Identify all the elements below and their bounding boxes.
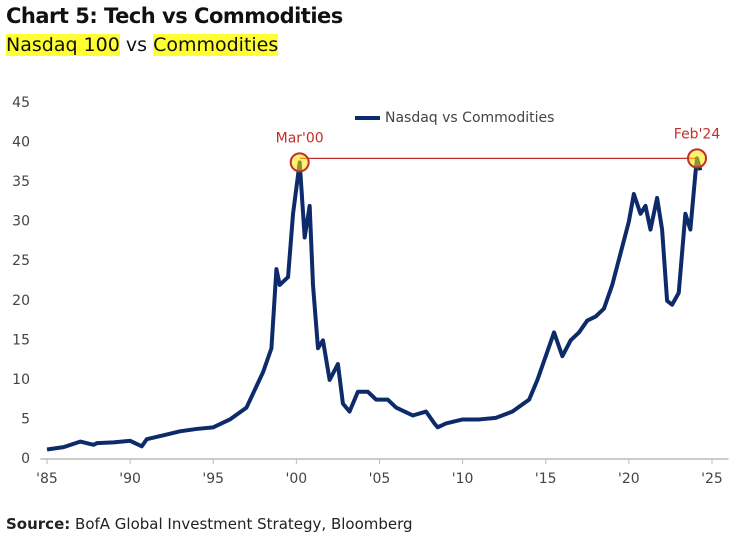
x-tick-label: '00 xyxy=(286,471,308,487)
y-tick-label: 20 xyxy=(12,293,30,309)
y-tick-label: 35 xyxy=(12,174,30,190)
legend-label: Nasdaq vs Commodities xyxy=(385,110,554,126)
y-tick-label: 10 xyxy=(12,372,30,388)
y-tick-label: 30 xyxy=(12,214,30,230)
annotation: Mar'00 xyxy=(276,130,324,146)
subtitle-part: Nasdaq 100 xyxy=(6,34,120,56)
x-tick-label: '20 xyxy=(618,471,640,487)
header: Chart 5: Tech vs Commodities Nasdaq 100 … xyxy=(6,4,343,56)
annotation: Feb'24 xyxy=(674,126,721,142)
x-tick-label: '90 xyxy=(119,471,141,487)
x-tick-label: '15 xyxy=(535,471,557,487)
x-tick-label: '05 xyxy=(369,471,391,487)
y-tick-label: 0 xyxy=(21,451,30,467)
chart: 0 5 10 15 20 25 30 35 40 45 '85 '90 '95 '00 '05 '10 '15 '… xyxy=(12,95,729,487)
source-text: BofA Global Investment Strategy, Bloombe… xyxy=(75,515,413,533)
highlight-circle xyxy=(687,148,708,169)
y-tick-label: 40 xyxy=(12,135,30,151)
y-tick-label: 5 xyxy=(21,411,30,427)
y-tick-label: 45 xyxy=(12,95,30,111)
subtitle-part: vs xyxy=(125,34,148,56)
y-tick-label: 15 xyxy=(12,332,30,348)
x-tick-label: '25 xyxy=(701,471,723,487)
source: Source: BofA Global Investment Strategy,… xyxy=(6,515,413,533)
highlight-circle xyxy=(289,152,310,173)
source-label: Source: xyxy=(6,515,71,533)
data-line xyxy=(46,156,703,452)
x-tick-label: '10 xyxy=(452,471,474,487)
subtitle: Nasdaq 100 vs Commodities xyxy=(6,34,343,56)
x-tick-label: '95 xyxy=(202,471,224,487)
subtitle-part: Commodities xyxy=(153,34,279,56)
y-tick-label: 25 xyxy=(12,253,30,269)
x-tick-label: '85 xyxy=(36,471,58,487)
chart-title: Chart 5: Tech vs Commodities xyxy=(6,4,343,28)
